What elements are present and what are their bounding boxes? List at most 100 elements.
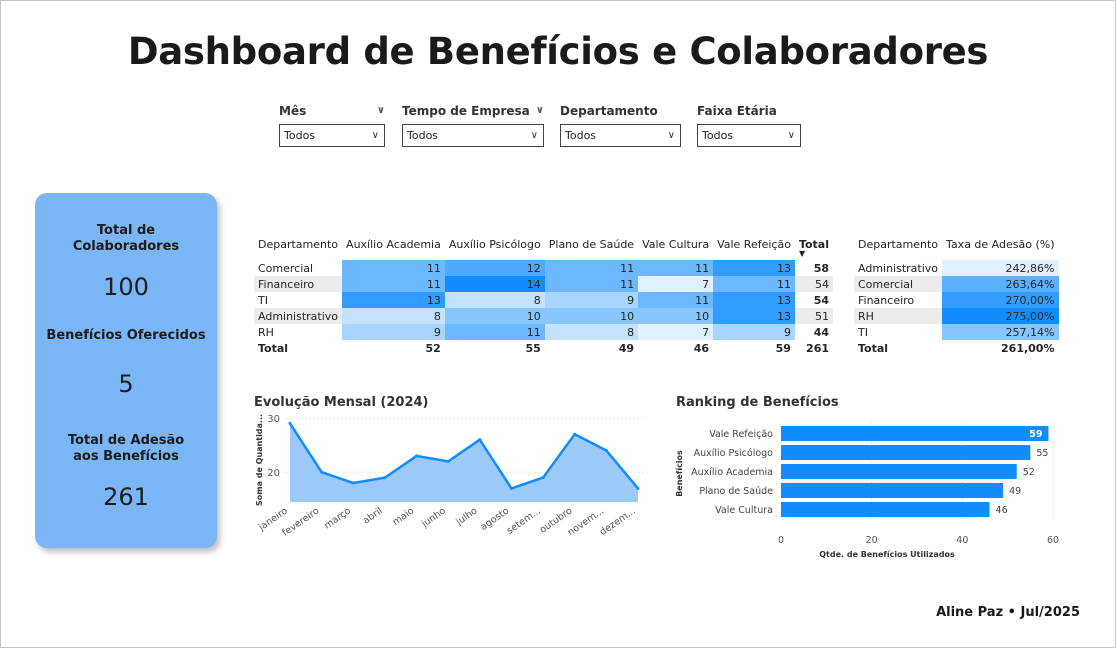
bar-data-label: 46 <box>996 505 1008 516</box>
slicer-departamento[interactable]: Departamento Todos ∨ <box>560 103 681 147</box>
matrix-row[interactable]: TI 13 8 9 11 13 54 <box>254 292 833 308</box>
matrix-cell: 11 <box>638 292 714 308</box>
chevron-down-icon: ∨ <box>667 130 675 141</box>
chevron-down-icon[interactable]: ∨ <box>535 105 544 116</box>
adesao-table: Departamento Taxa de Adesão (%) Administ… <box>854 234 1059 356</box>
kpi-beneficios-label: Benefícios Oferecidos <box>46 328 206 343</box>
slicer-dropdown[interactable]: Todos ∨ <box>279 124 385 147</box>
slicer-dropdown[interactable]: Todos ∨ <box>402 124 544 147</box>
matrix-total-cell: 49 <box>618 341 635 355</box>
line-point[interactable] <box>541 476 545 480</box>
adesao-rate-cell: 275,00% <box>942 308 1059 324</box>
bar[interactable] <box>781 502 990 517</box>
bar-x-axis-label: Qtde. de Benefícios Utilizados <box>819 550 955 559</box>
adesao-row[interactable]: RH 275,00% <box>854 308 1059 324</box>
slicer-tempo-empresa[interactable]: Tempo de Empresa ∨ Todos ∨ <box>402 103 544 147</box>
adesao-header[interactable]: Taxa de Adesão (%) <box>946 237 1055 251</box>
matrix-cell: 10 <box>444 308 545 324</box>
matrix-header[interactable]: Auxílio Psicólogo <box>448 237 541 251</box>
slicer-faixa-etaria[interactable]: Faixa Etária Todos ∨ <box>697 103 801 147</box>
matrix-header-total[interactable]: Total ▼ <box>795 234 833 259</box>
bar-chart: 0 20 40 60 Vale Refeição 59 Auxílio Psicólogo 5… <box>675 422 1059 559</box>
matrix-row-label: Comercial <box>258 261 314 275</box>
matrix-cell: 13 <box>713 260 795 276</box>
line-point[interactable] <box>636 486 640 490</box>
matrix-cell: 11 <box>342 260 445 276</box>
bar-x-tick: 60 <box>1047 535 1059 546</box>
slicer-dropdown[interactable]: Todos ∨ <box>697 124 801 147</box>
adesao-total-label: Total <box>858 341 889 355</box>
line-point[interactable] <box>351 481 355 485</box>
kpi-adesao-value: 261 <box>103 483 149 511</box>
matrix-grand-total: 261 <box>806 341 830 355</box>
matrix-cell: 13 <box>713 308 795 324</box>
bar-data-label: 59 <box>1029 429 1042 440</box>
matrix-row[interactable]: Financeiro 11 14 11 7 11 54 <box>254 276 834 292</box>
adesao-rate-cell: 242,86% <box>942 260 1059 276</box>
bar-chart-title: Ranking de Benefícios <box>676 395 839 410</box>
matrix-header[interactable]: Vale Cultura <box>642 237 710 251</box>
adesao-row[interactable]: Administrativo 242,86% <box>854 260 1059 276</box>
line-point[interactable] <box>446 459 450 463</box>
bar-x-tick: 0 <box>778 535 784 546</box>
adesao-total-row: Total 261,00% <box>854 340 1059 356</box>
slicer-value: Todos <box>284 129 316 142</box>
matrix-header[interactable]: Vale Refeição <box>717 237 791 251</box>
matrix-cell: 8 <box>544 324 639 340</box>
matrix-header[interactable]: Plano de Saúde <box>548 237 635 251</box>
matrix-row-label: Financeiro <box>254 276 343 292</box>
slicer-dropdown[interactable]: Todos ∨ <box>560 124 681 147</box>
footer-signature: Aline Paz • Jul/2025 <box>936 605 1080 620</box>
line-point[interactable] <box>478 438 482 442</box>
bar-x-tick: 40 <box>956 535 968 546</box>
matrix-header[interactable]: Departamento <box>258 237 339 251</box>
matrix-cell: 13 <box>713 292 795 308</box>
matrix-header[interactable]: Auxílio Academia <box>346 237 441 251</box>
matrix-cell: 13 <box>342 292 445 308</box>
bar[interactable] <box>781 426 1049 441</box>
bar[interactable] <box>781 445 1031 460</box>
matrix-row-total: 51 <box>794 308 834 324</box>
matrix-row[interactable]: Administrativo 8 10 10 10 13 51 <box>254 308 834 324</box>
line-area-fill <box>290 423 638 502</box>
line-point[interactable] <box>509 486 513 490</box>
matrix-cell: 9 <box>544 292 639 308</box>
chevron-down-icon[interactable]: ∨ <box>376 105 385 116</box>
adesao-row-label: Comercial <box>854 276 943 292</box>
matrix-cell: 14 <box>444 276 545 292</box>
matrix-row[interactable]: RH 9 11 8 7 9 44 <box>254 324 833 340</box>
chevron-down-icon: ∨ <box>371 130 379 141</box>
adesao-row[interactable]: Comercial 263,64% <box>854 276 1059 292</box>
line-point[interactable] <box>320 470 324 474</box>
slicer-value: Todos <box>702 129 734 142</box>
adesao-header[interactable]: Departamento <box>858 237 939 251</box>
matrix-cell: 10 <box>638 308 714 324</box>
line-series <box>288 422 639 490</box>
line-point[interactable] <box>383 476 387 480</box>
bar-data-label: 55 <box>1036 448 1048 459</box>
matrix-row[interactable]: Comercial 11 12 11 11 13 58 <box>254 260 833 276</box>
matrix-cell: 11 <box>638 260 714 276</box>
bar-category-label: Plano de Saúde <box>699 486 773 497</box>
bar[interactable] <box>781 483 1004 498</box>
bar[interactable] <box>781 464 1017 479</box>
matrix-cell: 7 <box>638 324 714 340</box>
matrix-cell: 9 <box>713 324 795 340</box>
adesao-row[interactable]: TI 257,14% <box>854 324 1059 340</box>
slicer-label: Faixa Etária <box>697 104 777 118</box>
line-point[interactable] <box>415 454 419 458</box>
line-point[interactable] <box>573 432 577 436</box>
slicer-mes[interactable]: Mês ∨ Todos ∨ <box>279 103 385 147</box>
matrix-row-total: 58 <box>813 261 830 275</box>
adesao-header-row: Departamento Taxa de Adesão (%) <box>854 234 1059 254</box>
adesao-rate-cell: 257,14% <box>942 324 1059 340</box>
line-point[interactable] <box>604 449 608 453</box>
adesao-rate-cell: 270,00% <box>942 292 1059 308</box>
line-point[interactable] <box>288 421 292 425</box>
slicer-value: Todos <box>565 129 597 142</box>
page-title: Dashboard de Benefícios e Colaboradores <box>127 30 989 73</box>
line-x-tick: dezem... <box>598 505 638 538</box>
adesao-row[interactable]: Financeiro 270,00% <box>854 292 1059 308</box>
kpi-total-colaboradores-value: 100 <box>103 273 149 301</box>
